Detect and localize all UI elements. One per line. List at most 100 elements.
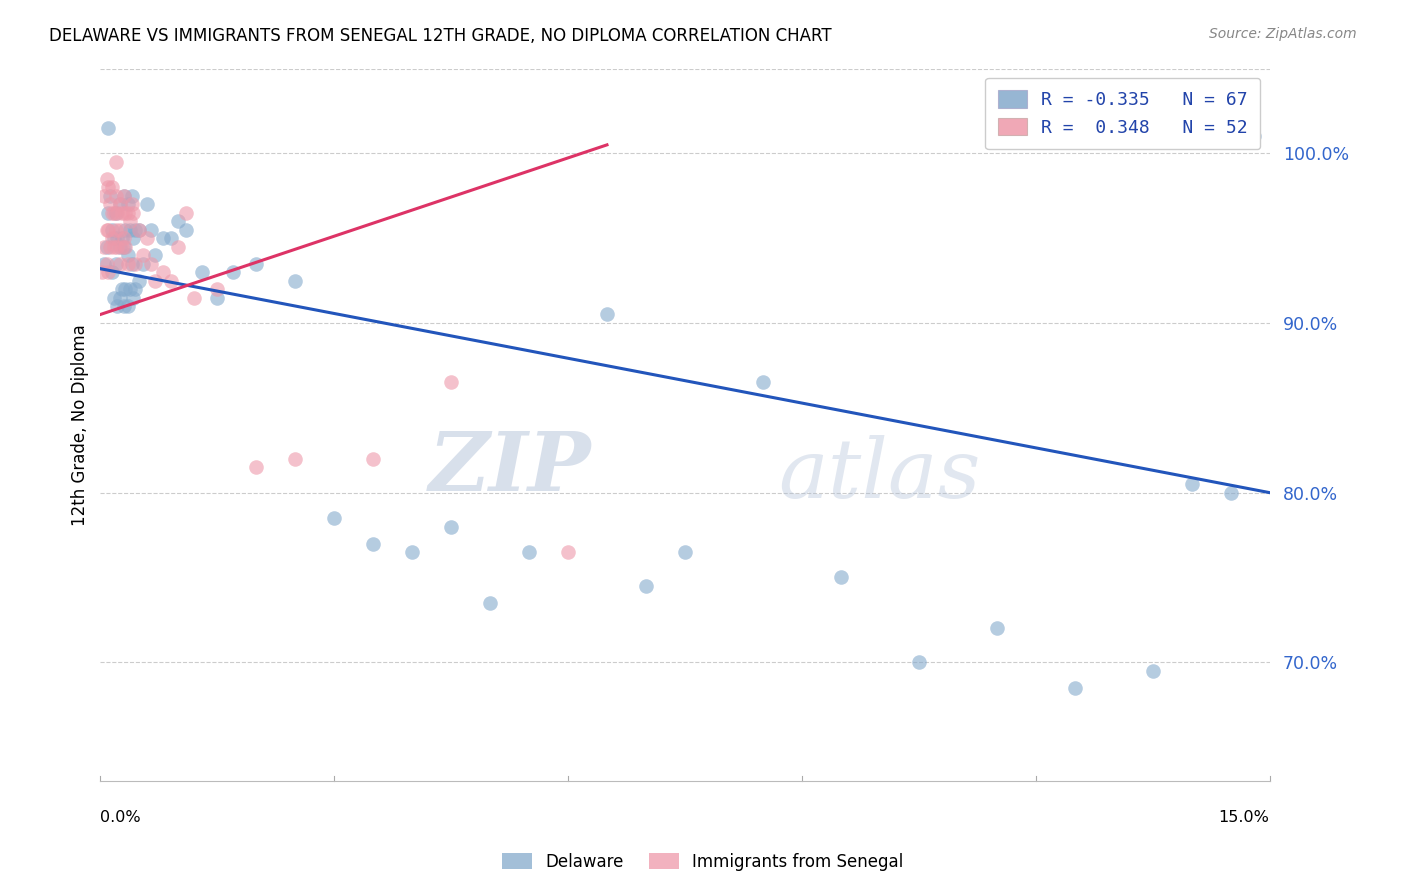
Point <box>139 222 162 236</box>
Point <box>1243 129 1265 144</box>
Point <box>111 240 134 254</box>
Point <box>190 265 212 279</box>
Point <box>107 299 129 313</box>
Point <box>143 274 166 288</box>
Point <box>101 231 124 245</box>
Point <box>479 596 502 610</box>
Point <box>1180 477 1202 491</box>
Point <box>117 197 139 211</box>
Point <box>101 265 124 279</box>
Point <box>830 570 852 584</box>
Legend: Delaware, Immigrants from Senegal: Delaware, Immigrants from Senegal <box>494 845 912 880</box>
Point <box>143 248 166 262</box>
Point <box>108 291 131 305</box>
Point <box>401 545 423 559</box>
Point <box>104 257 127 271</box>
Point <box>167 240 190 254</box>
Point <box>132 248 155 262</box>
Point <box>101 222 124 236</box>
Point <box>634 579 657 593</box>
Point <box>111 205 134 219</box>
Point <box>118 282 141 296</box>
Point <box>124 222 146 236</box>
Point <box>117 257 139 271</box>
Text: DELAWARE VS IMMIGRANTS FROM SENEGAL 12TH GRADE, NO DIPLOMA CORRELATION CHART: DELAWARE VS IMMIGRANTS FROM SENEGAL 12TH… <box>49 27 832 45</box>
Point <box>104 188 127 202</box>
Point <box>174 222 197 236</box>
Point <box>96 171 118 186</box>
Point <box>114 240 136 254</box>
Point <box>112 188 135 202</box>
Point <box>112 299 135 313</box>
Point <box>103 240 125 254</box>
Point <box>101 180 124 194</box>
Point <box>245 257 267 271</box>
Point <box>159 274 181 288</box>
Point <box>121 257 143 271</box>
Point <box>93 188 115 202</box>
Point <box>440 519 463 533</box>
Point <box>673 545 696 559</box>
Point <box>174 205 197 219</box>
Point <box>124 282 146 296</box>
Point <box>361 451 384 466</box>
Point <box>108 240 131 254</box>
Point <box>111 231 134 245</box>
Point <box>108 222 131 236</box>
Point <box>752 376 775 390</box>
Point <box>323 511 346 525</box>
Point <box>114 205 136 219</box>
Point <box>136 231 159 245</box>
Point <box>284 274 307 288</box>
Point <box>152 265 174 279</box>
Point <box>557 545 579 559</box>
Point <box>517 545 540 559</box>
Point <box>139 257 162 271</box>
Point <box>122 205 145 219</box>
Point <box>104 154 127 169</box>
Point <box>107 205 129 219</box>
Point <box>98 240 121 254</box>
Point <box>121 197 143 211</box>
Point <box>108 197 131 211</box>
Point <box>97 120 120 135</box>
Point <box>1142 664 1164 678</box>
Point <box>207 291 229 305</box>
Point <box>117 205 139 219</box>
Point <box>111 282 134 296</box>
Point <box>1219 485 1241 500</box>
Point <box>118 214 141 228</box>
Point <box>207 282 229 296</box>
Point <box>128 222 150 236</box>
Point <box>907 655 929 669</box>
Point <box>122 291 145 305</box>
Point <box>107 231 129 245</box>
Point <box>159 231 181 245</box>
Point <box>986 621 1008 635</box>
Point <box>117 248 139 262</box>
Point <box>114 222 136 236</box>
Point <box>284 451 307 466</box>
Point <box>121 188 143 202</box>
Point <box>108 197 131 211</box>
Point <box>108 257 131 271</box>
Point <box>93 257 115 271</box>
Point <box>96 240 118 254</box>
Point <box>112 188 135 202</box>
Point <box>97 205 120 219</box>
Point <box>117 299 139 313</box>
Point <box>101 205 124 219</box>
Point <box>90 265 112 279</box>
Point <box>104 205 127 219</box>
Point <box>114 282 136 296</box>
Point <box>103 231 125 245</box>
Point <box>96 222 118 236</box>
Point <box>103 291 125 305</box>
Point <box>107 240 129 254</box>
Point <box>128 274 150 288</box>
Point <box>596 308 619 322</box>
Point <box>97 222 120 236</box>
Point <box>152 231 174 245</box>
Point <box>122 231 145 245</box>
Text: 0.0%: 0.0% <box>100 810 141 824</box>
